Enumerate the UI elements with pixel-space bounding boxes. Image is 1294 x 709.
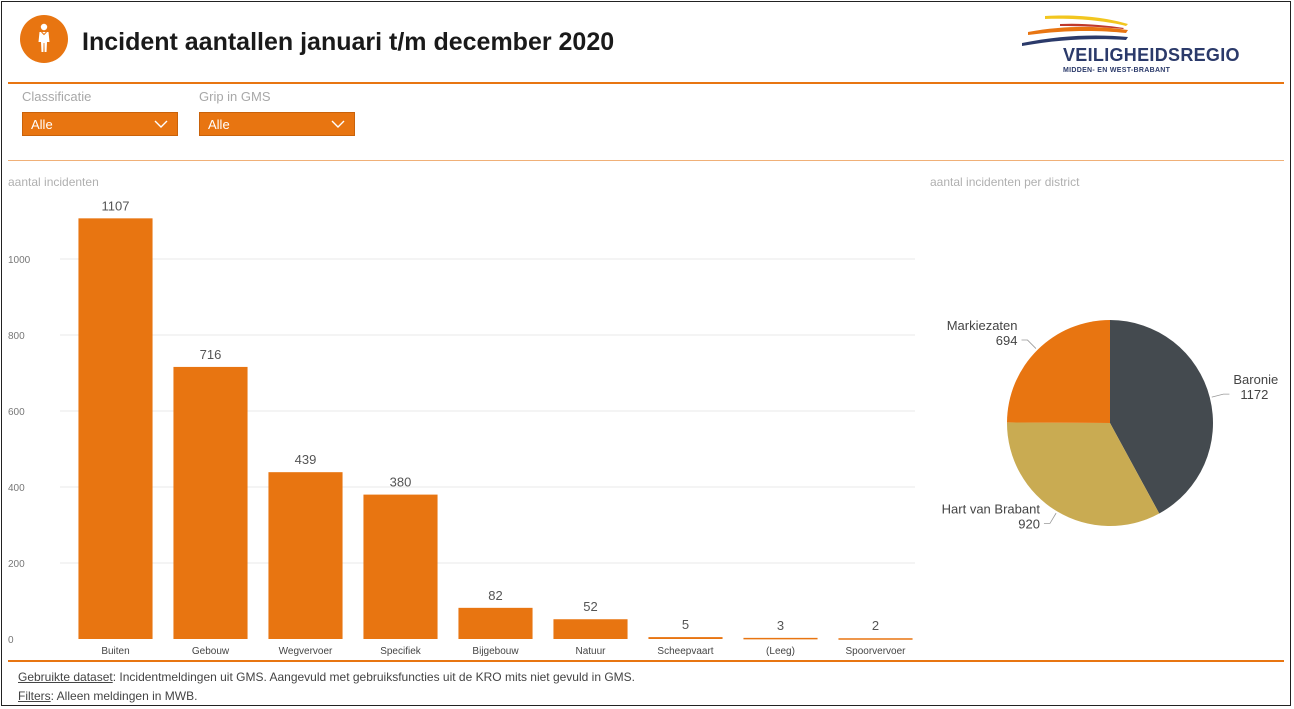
footer-filters: Filters: Alleen meldingen in MWB.: [18, 690, 197, 702]
bar[interactable]: [78, 218, 153, 639]
filter-divider: [8, 160, 1284, 161]
person-icon: [20, 15, 68, 63]
header: Incident aantallen januari t/m december …: [0, 0, 1292, 84]
x-category-label: Spoorvervoer: [845, 646, 906, 657]
filters-text: : Alleen meldingen in MWB.: [50, 689, 198, 703]
bar[interactable]: [743, 637, 818, 640]
bar-data-label: 1107: [102, 198, 130, 213]
logo-name: VEILIGHEIDSREGIO: [1063, 45, 1240, 65]
bar-data-label: 5: [682, 617, 689, 632]
classificatie-slicer: Classificatie Alle: [22, 90, 178, 136]
header-divider: [8, 82, 1284, 84]
y-tick-label: 600: [8, 407, 25, 418]
classificatie-dropdown[interactable]: Alle: [22, 112, 178, 136]
veiligheidsregio-logo: VEILIGHEIDSREGIO Midden- en West-Brabant: [1020, 12, 1270, 76]
grip-value: Alle: [208, 117, 230, 132]
x-category-label: (Leeg): [766, 646, 795, 657]
chevron-down-icon: [331, 120, 345, 128]
classificatie-value: Alle: [31, 117, 53, 132]
bar[interactable]: [268, 472, 343, 639]
bar-chart: 0 200 400 600 800 1000 1107 Buiten 716 Gebouw 439 W…: [8, 198, 915, 657]
bar[interactable]: [648, 637, 723, 639]
footer-dataset: Gebruikte dataset: Incidentmeldingen uit…: [18, 671, 635, 683]
dataset-label: Gebruikte dataset: [18, 670, 113, 684]
bar[interactable]: [363, 494, 438, 639]
x-category-label: Natuur: [575, 646, 606, 657]
bar-data-label: 439: [295, 452, 317, 467]
bar-data-label: 3: [777, 618, 784, 633]
y-tick-label: 1000: [8, 255, 31, 266]
pie-leader-line: [1021, 339, 1037, 349]
bar-data-label: 2: [872, 618, 879, 633]
pie-category-label: Hart van Brabant: [942, 501, 1041, 516]
x-category-label: Wegvervoer: [279, 646, 333, 657]
y-tick-label: 800: [8, 331, 25, 342]
bar[interactable]: [458, 607, 533, 639]
bar-data-label: 380: [390, 475, 412, 490]
footer-divider: [8, 660, 1284, 662]
x-category-label: Gebouw: [192, 646, 230, 657]
dataset-text: : Incidentmeldingen uit GMS. Aangevuld m…: [112, 670, 635, 684]
pie-value-label: 694: [996, 333, 1018, 348]
filters-label: Filters: [18, 689, 51, 703]
x-category-label: Bijgebouw: [472, 646, 519, 657]
bar-data-label: 52: [583, 599, 597, 614]
page-title: Incident aantallen januari t/m december …: [82, 28, 615, 56]
pie-leader-line: [1211, 393, 1230, 398]
pie-slice[interactable]: [1110, 320, 1213, 514]
x-category-label: Buiten: [101, 646, 129, 657]
pie-slice[interactable]: [1007, 422, 1160, 526]
pie-chart-title: aantal incidenten per district: [930, 175, 1080, 189]
y-tick-label: 0: [8, 635, 14, 646]
grip-dropdown[interactable]: Alle: [199, 112, 355, 136]
classificatie-label: Classificatie: [22, 89, 92, 104]
bar-chart-title: aantal incidenten: [8, 175, 99, 189]
pie-leader-line: [1043, 512, 1057, 524]
bar-data-label: 716: [200, 347, 222, 362]
grip-slicer: Grip in GMS Alle: [199, 90, 355, 136]
y-tick-label: 400: [8, 483, 25, 494]
bar[interactable]: [553, 619, 628, 639]
bar[interactable]: [173, 366, 248, 639]
pie-value-label: 920: [1018, 516, 1040, 531]
logo-subtitle: Midden- en West-Brabant: [1063, 67, 1171, 74]
pie-slice[interactable]: [1007, 320, 1110, 423]
bar-data-label: 82: [488, 588, 502, 603]
x-category-label: Scheepvaart: [657, 646, 713, 657]
x-category-label: Specifiek: [380, 646, 422, 657]
pie-category-label: Markiezaten: [947, 318, 1018, 333]
pie-value-label: 1172: [1240, 387, 1268, 402]
bar[interactable]: [838, 638, 913, 640]
pie-category-label: Baronie: [1233, 372, 1278, 387]
chevron-down-icon: [154, 120, 168, 128]
y-tick-label: 200: [8, 559, 25, 570]
grip-label: Grip in GMS: [199, 89, 271, 104]
